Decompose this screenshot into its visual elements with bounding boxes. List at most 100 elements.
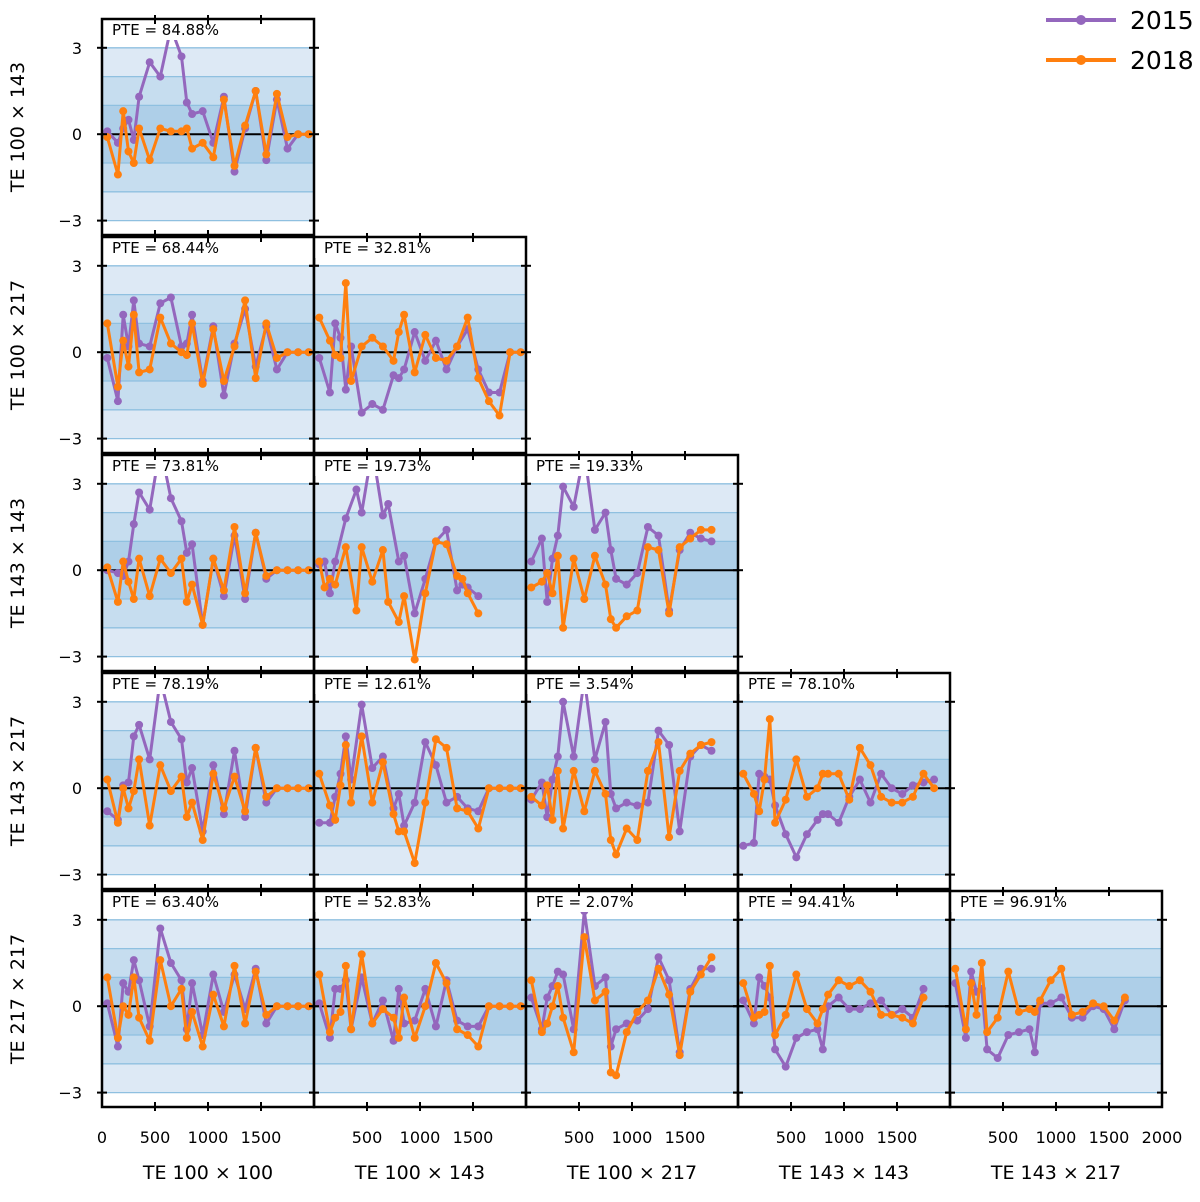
series-2015-point (845, 1005, 854, 1014)
series-2018-point (219, 95, 228, 104)
series-2015-point (145, 342, 154, 351)
series-2015-point (739, 996, 748, 1005)
series-2015-point (119, 310, 128, 319)
series-2018-series (951, 959, 1129, 1037)
series-2018-point (908, 792, 917, 801)
series-2018-point (972, 1010, 981, 1019)
panel-r4-c1: PTE = 52.83% (309, 887, 531, 1111)
series-2018-point (930, 784, 939, 793)
series-2015-point (855, 1005, 864, 1014)
series-2018-point (166, 127, 175, 136)
series-2018-point (543, 781, 552, 790)
series-2018-point (802, 1005, 811, 1014)
series-2015-point (421, 738, 430, 747)
series-2015-point (378, 405, 387, 414)
series-2018-point (124, 804, 133, 813)
panel-r2-c2: PTE = 19.33% (521, 451, 743, 675)
pte-label: PTE = 68.44% (112, 239, 219, 257)
series-2018-point (1120, 993, 1129, 1002)
series-2015-point (1057, 993, 1066, 1002)
series-2015-point (612, 804, 621, 813)
series-2015-point (113, 397, 122, 406)
series-2018-point (643, 543, 652, 552)
series-2015-point (145, 58, 154, 67)
series-2018-point (294, 784, 303, 793)
series-2015-point (601, 508, 610, 517)
series-2018-point (198, 1042, 207, 1051)
series-2018-point (400, 592, 409, 601)
series-2018-point (129, 310, 138, 319)
series-2018-point (188, 580, 197, 589)
series-2018-point (272, 89, 281, 98)
series-2018-point (1110, 1016, 1119, 1025)
series-2018-point (696, 525, 705, 534)
series-2018-point (755, 807, 764, 816)
series-2015-point (177, 52, 186, 61)
series-2018-point (474, 374, 483, 383)
series-2018-point (569, 554, 578, 563)
series-2015-point (166, 717, 175, 726)
series-2018-point (622, 1028, 631, 1037)
series-2018-point (866, 761, 875, 770)
series-2015-point (262, 1019, 271, 1028)
panel-r4-c0: PTE = 63.40% (97, 887, 319, 1111)
series-2018-point (686, 534, 695, 543)
series-2018-point (421, 589, 430, 598)
series-2018-point (113, 597, 122, 606)
series-2015-point (378, 511, 387, 520)
series-2018-point (818, 1005, 827, 1014)
series-2015-point (325, 388, 334, 397)
series-2018-point (384, 597, 393, 606)
x-tick-label: 500 (988, 1128, 1019, 1147)
series-2018-series (103, 87, 313, 179)
series-2018-point (431, 735, 440, 744)
series-2018-point (119, 336, 128, 345)
series-2018-point (394, 1033, 403, 1042)
y-tick-label: 3 (72, 475, 82, 494)
series-2018-point (834, 769, 843, 778)
series-2018-point (272, 353, 281, 362)
y-tick-label: −3 (58, 212, 82, 231)
series-2018-point (283, 566, 292, 575)
series-2018-point (389, 356, 398, 365)
panel-r0-c0: PTE = 84.88% (97, 15, 319, 239)
series-2018-point (129, 159, 138, 167)
series-2018-point (262, 792, 271, 801)
series-2018-point (606, 615, 615, 624)
series-2015-point (665, 976, 674, 985)
series-2015-point (474, 807, 483, 816)
series-2018-point (590, 551, 599, 560)
series-2018-point (325, 801, 334, 810)
series-2018-point (182, 124, 191, 133)
pte-label-bg (315, 892, 525, 912)
series-2015-point (474, 592, 483, 601)
legend: 2015 2018 (1046, 6, 1194, 75)
series-2018-point (792, 755, 801, 764)
pte-label: PTE = 12.61% (324, 675, 431, 693)
series-2015-point (622, 580, 631, 589)
panel-r4-c3: PTE = 94.41% (733, 887, 955, 1111)
series-2018-point (1014, 1007, 1023, 1016)
series-2015-point (559, 482, 568, 491)
series-2018-point (410, 859, 419, 868)
series-2015-point (898, 1005, 907, 1014)
series-2018-point (410, 655, 419, 664)
series-2018-point (643, 766, 652, 775)
series-2015-point (145, 755, 154, 764)
series-2018-point (198, 138, 207, 147)
series-2018-point (686, 749, 695, 758)
series-2018-point (188, 1007, 197, 1016)
series-2018-point (442, 979, 451, 988)
series-2015-point (177, 976, 186, 985)
series-2018-series (739, 961, 928, 1039)
pte-label: PTE = 73.81% (112, 457, 219, 475)
series-2018-point (272, 566, 281, 575)
series-2015-point (707, 537, 716, 546)
series-2015-point (559, 970, 568, 979)
series-2018-point (368, 333, 377, 342)
series-2018-point (983, 1028, 992, 1037)
series-2018-point (251, 743, 260, 752)
series-2018-point (389, 1013, 398, 1022)
series-2018-point (654, 964, 663, 973)
series-2018-point (283, 1002, 292, 1011)
